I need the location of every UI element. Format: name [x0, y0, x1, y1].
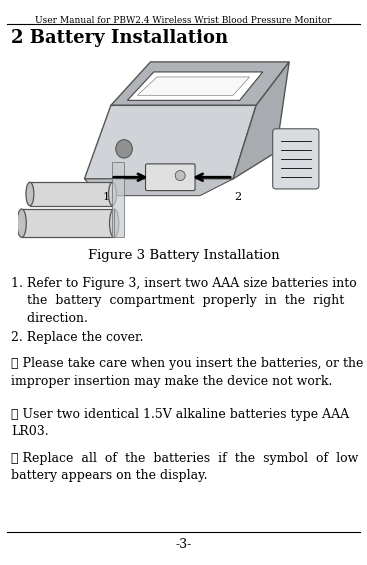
Text: ⚠ User two identical 1.5V alkaline batteries type AAA
LR03.: ⚠ User two identical 1.5V alkaline batte…: [11, 408, 349, 438]
Circle shape: [175, 171, 185, 181]
Bar: [30, 182, 112, 206]
Text: ⚠ Replace  all  of  the  batteries  if  the  symbol  of  low
battery appears on : ⚠ Replace all of the batteries if the sy…: [11, 452, 359, 483]
Text: User Manual for PBW2.4 Wireless Wrist Blood Pressure Monitor: User Manual for PBW2.4 Wireless Wrist Bl…: [35, 16, 332, 25]
Polygon shape: [111, 62, 289, 106]
Text: 2. Replace the cover.: 2. Replace the cover.: [11, 331, 143, 344]
Polygon shape: [137, 77, 250, 95]
Text: 2: 2: [235, 192, 241, 202]
Text: 1: 1: [102, 192, 109, 202]
FancyBboxPatch shape: [273, 129, 319, 189]
Ellipse shape: [26, 182, 34, 206]
Polygon shape: [127, 72, 263, 101]
Bar: [22, 209, 114, 237]
Text: 2 Battery Installation: 2 Battery Installation: [11, 29, 228, 47]
Ellipse shape: [109, 182, 116, 206]
Ellipse shape: [116, 140, 132, 158]
Text: 1. Refer to Figure 3, insert two AAA size batteries into
    the  battery  compa: 1. Refer to Figure 3, insert two AAA siz…: [11, 277, 357, 325]
Ellipse shape: [109, 209, 119, 237]
Polygon shape: [233, 62, 289, 179]
Text: Figure 3 Battery Installation: Figure 3 Battery Installation: [88, 249, 279, 262]
Text: ⚠ Please take care when you insert the batteries, or the
improper insertion may : ⚠ Please take care when you insert the b…: [11, 357, 363, 388]
Polygon shape: [112, 162, 124, 237]
FancyBboxPatch shape: [145, 164, 195, 190]
Ellipse shape: [17, 209, 26, 237]
Text: -3-: -3-: [175, 538, 192, 551]
Polygon shape: [84, 179, 233, 195]
Polygon shape: [84, 106, 256, 179]
